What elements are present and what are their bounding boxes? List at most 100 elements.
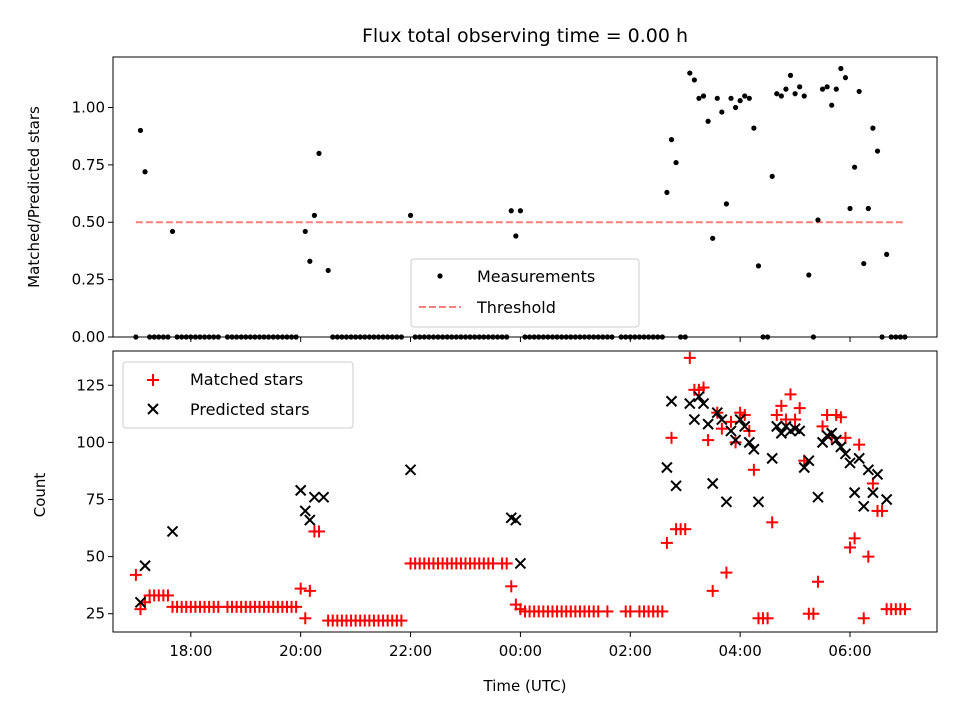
matched-star-point [303, 584, 316, 597]
predicted-star-point [830, 434, 842, 446]
measurement-point [833, 86, 839, 92]
matched-star-point [706, 584, 719, 597]
legend-label-predicted-stars: Predicted stars [190, 400, 310, 419]
top-y-tick-label: 0.50 [72, 213, 105, 231]
predicted-star-point [670, 480, 682, 492]
bottom-y-tick-label: 75 [86, 490, 105, 508]
predicted-star-point [748, 443, 760, 455]
measurement-point [755, 263, 762, 269]
measurement-point [737, 98, 743, 104]
top-y-tick-label: 0.00 [72, 328, 105, 346]
bottom-panel: Count Time (UTC) 25 50 75 100 125 18:00 20:00… [31, 350, 938, 695]
predicted-star-point [862, 464, 875, 476]
measurement-point [696, 95, 702, 101]
measurement-point [769, 173, 775, 179]
measurement-point [824, 84, 830, 90]
predicted-star-point [294, 484, 307, 497]
predicted-star-point [880, 493, 893, 506]
matched-star-point [660, 536, 673, 549]
measurement-point [870, 125, 876, 131]
legend-label-threshold: Threshold [476, 298, 556, 317]
bottom-x-tick-label: 18:00 [169, 642, 212, 660]
measurement-point [847, 205, 853, 212]
matched-star-point [665, 431, 678, 444]
matched-star-point [857, 612, 870, 625]
predicted-star-point [665, 395, 678, 407]
matched-star-point [747, 463, 760, 476]
measurement-point [829, 102, 835, 108]
predicted-star-point [688, 413, 701, 426]
matched-star-point [299, 612, 312, 625]
matched-star-point [770, 408, 783, 421]
bottom-axes-frame [112, 350, 938, 633]
measurement-point [169, 228, 176, 235]
matched-star-point [853, 438, 866, 451]
predicted-star-point [826, 427, 838, 439]
top-y-axis-label: Matched/Predicted stars [25, 106, 43, 288]
measurement-point [815, 217, 821, 223]
bottom-x-tick-label: 02:00 [609, 642, 652, 660]
matched-star-point [789, 413, 802, 426]
bottom-y-tick-label: 125 [76, 376, 105, 394]
predicted-star-point [848, 486, 861, 499]
predicted-star-point [835, 441, 847, 453]
measurement-point [691, 77, 697, 83]
top-legend-box [410, 258, 640, 328]
matched-star-point [656, 605, 669, 618]
bottom-x-ticks: 18:00 20:00 22:00 00:00 02:00 04:00 06:00 [169, 632, 872, 660]
predicted-star-point [812, 491, 824, 503]
predicted-star-point [404, 464, 417, 476]
measurement-point [407, 212, 414, 218]
measurement-point [517, 208, 524, 214]
predicted-star-point [775, 427, 788, 439]
predicted-star-point [729, 434, 742, 446]
bottom-legend: Matched stars Predicted stars [122, 361, 354, 429]
matched-star-point [775, 399, 788, 412]
matched-star-point [761, 612, 774, 625]
measurement-point [778, 93, 784, 99]
matched-star-point [702, 434, 715, 447]
top-y-tick-label: 0.75 [72, 156, 105, 174]
bottom-legend-box [122, 361, 354, 429]
predicted-star-point [725, 425, 737, 437]
top-chart-title: Flux total observing time = 0.00 h [362, 25, 688, 47]
matched-star-point [729, 436, 742, 449]
matched-star-point [784, 388, 797, 401]
predicted-star-point [798, 461, 810, 474]
predicted-star-point [299, 505, 311, 517]
matched-star-point [313, 525, 325, 538]
matched-star-point [834, 411, 847, 424]
measurement-point [668, 137, 675, 143]
predicted-star-point [139, 560, 151, 572]
bottom-x-tick-label: 04:00 [719, 642, 762, 660]
predicted-star-point [697, 397, 710, 410]
matched-star-point [848, 532, 861, 545]
measurement-point [673, 159, 679, 166]
measurement-point [700, 93, 707, 99]
predicted-star-point [771, 420, 783, 433]
top-panel: Flux total observing time = 0.00 h Match… [25, 25, 938, 346]
top-axes-frame [112, 56, 938, 338]
measurement-point [714, 95, 720, 101]
matched-star-point [294, 582, 307, 595]
matched-star-point [766, 516, 779, 529]
measurement-point [838, 65, 844, 72]
measurement-point [311, 212, 318, 218]
predicted-star-point [308, 491, 321, 503]
matched-star-point [683, 351, 696, 364]
measurement-point [728, 95, 734, 101]
measurement-point [792, 91, 798, 97]
bottom-x-tick-label: 00:00 [499, 642, 542, 660]
predicted-star-point [734, 413, 746, 426]
measurement-point [751, 125, 757, 131]
measurement-point [316, 150, 322, 156]
bottom-y-tick-label: 50 [86, 548, 105, 566]
top-y-tick-label: 0.25 [72, 271, 105, 289]
measurement-point [852, 164, 858, 170]
matched-star-point [720, 566, 733, 579]
predicted-star-point [510, 514, 522, 526]
bottom-y-tick-label: 100 [76, 433, 105, 451]
legend-label-measurements: Measurements [477, 267, 595, 286]
legend-marker-predicted-stars [147, 403, 159, 415]
measurement-point [508, 208, 514, 214]
